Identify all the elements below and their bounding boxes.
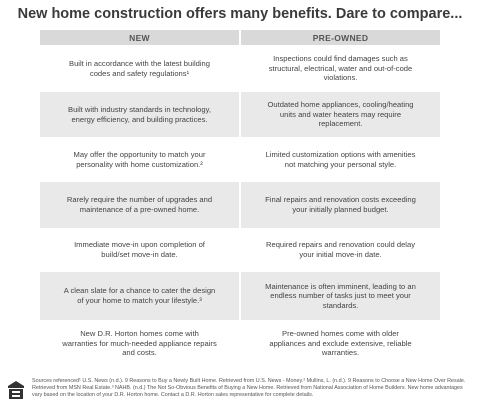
table-row: Rarely require the number of upgrades an… — [40, 182, 440, 228]
table-row: Immediate move-in upon completion of bui… — [40, 228, 440, 272]
table-cell: Required repairs and renovation could de… — [239, 228, 440, 272]
table-row: Built in accordance with the latest buil… — [40, 45, 440, 92]
title: New home construction offers many benefi… — [17, 6, 463, 22]
table-row: Built with industry standards in technol… — [40, 92, 440, 137]
table-cell: Final repairs and renovation costs excee… — [239, 182, 440, 228]
table-cell: Built in accordance with the latest buil… — [69, 58, 210, 78]
table-row: New D.R. Horton homes come with warranti… — [40, 320, 440, 367]
table-row: May offer the opportunity to match your … — [40, 137, 440, 182]
comparison-table: NEW PRE-OWNED Built in accordance with t… — [40, 30, 440, 367]
table-row: A clean slate for a chance to cater the … — [40, 272, 440, 320]
table-cell: Maintenance is often imminent, leading t… — [239, 272, 440, 320]
table-cell: Inspections could find damages such as s… — [239, 45, 440, 92]
footnote: Sources referenced¹ U.S. News (n.d.). 9 … — [32, 378, 466, 398]
table-cell: A clean slate for a chance to cater the … — [40, 272, 240, 320]
column-header: PRE-OWNED — [239, 30, 440, 45]
header-row: NEW PRE-OWNED — [40, 30, 440, 45]
table-cell: Built with industry standards in technol… — [40, 92, 240, 137]
table-cell: Limited customization options with ameni… — [239, 137, 440, 182]
table-cell: May offer the opportunity to match your … — [73, 149, 206, 169]
table-cell: Outdated home appliances, cooling/heatin… — [239, 92, 440, 137]
table-body: Built in accordance with the latest buil… — [40, 45, 440, 367]
table-cell: Immediate move-in upon completion of bui… — [74, 240, 205, 259]
equal-housing-logo — [8, 381, 24, 399]
table-cell: New D.R. Horton homes come with warranti… — [62, 329, 217, 358]
table-cell: Pre-owned homes come with older applianc… — [239, 320, 440, 367]
table-cell: Rarely require the number of upgrades an… — [40, 182, 240, 228]
column-header: NEW — [40, 30, 240, 45]
